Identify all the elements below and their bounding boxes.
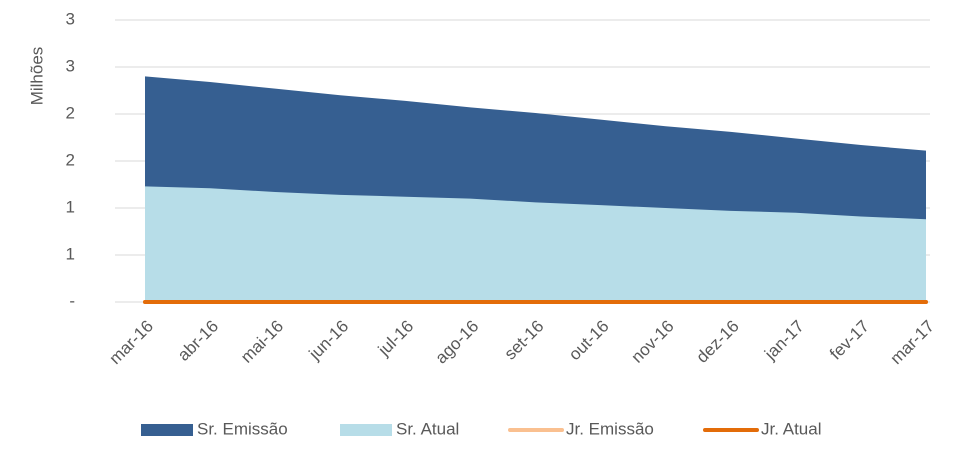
x-tick-label: jul-16 [374, 317, 418, 361]
y-tick-label: 1 [66, 197, 75, 216]
y-axis-label: Milhões [27, 47, 46, 106]
x-tick-label: mai-16 [237, 317, 287, 367]
legend-label: Sr. Atual [396, 419, 459, 438]
x-tick-label: mar-16 [105, 317, 157, 369]
legend-swatch [340, 424, 392, 436]
legend-label: Sr. Emissão [197, 419, 288, 438]
x-tick-label: fev-17 [826, 317, 873, 364]
x-tick-label: dez-16 [693, 317, 743, 367]
legend-label: Jr. Atual [761, 419, 821, 438]
x-tick-label: nov-16 [627, 317, 677, 367]
legend-swatch [141, 424, 193, 436]
y-tick-label: 2 [66, 103, 75, 122]
x-tick-label: ago-16 [432, 317, 483, 368]
y-tick-label: 1 [66, 244, 75, 263]
x-tick-label: abr-16 [174, 317, 222, 365]
area [145, 186, 926, 302]
y-tick-label: 3 [66, 9, 75, 28]
y-tick-label: - [69, 291, 75, 310]
x-tick-label: mar-17 [886, 317, 938, 369]
x-tick-label: set-16 [501, 317, 548, 364]
x-tick-label: jun-16 [305, 317, 353, 365]
x-tick-label: jan-17 [760, 317, 808, 365]
y-tick-label: 3 [66, 56, 75, 75]
x-tick-label: out-16 [565, 317, 613, 365]
legend-label: Jr. Emissão [566, 419, 654, 438]
y-tick-label: 2 [66, 150, 75, 169]
